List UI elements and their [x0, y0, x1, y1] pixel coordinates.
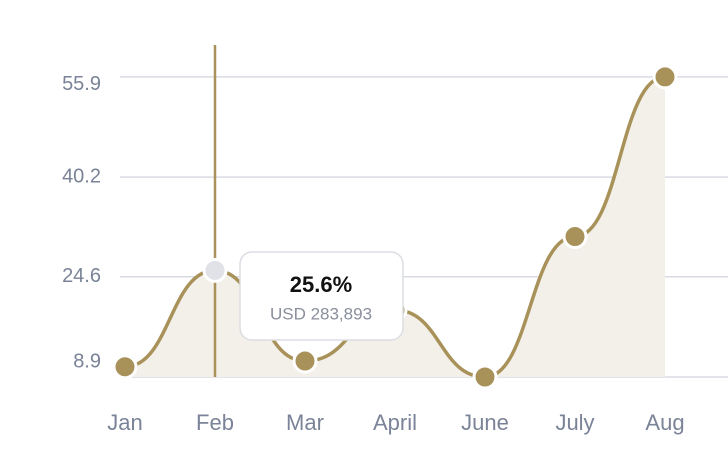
- x-tick-label: Aug: [645, 410, 684, 435]
- point: [292, 348, 318, 374]
- point: [472, 364, 498, 390]
- point: [112, 354, 138, 380]
- point: [202, 257, 228, 283]
- x-tick-label: June: [461, 410, 509, 435]
- y-tick-label: 55.9: [62, 73, 101, 95]
- x-tick-label: Mar: [286, 410, 324, 435]
- x-tick-label: Jan: [107, 410, 142, 435]
- point: [562, 224, 588, 250]
- y-tick-label: 24.6: [62, 265, 101, 287]
- tooltip-subtitle: USD 283,893: [270, 304, 372, 323]
- x-tick-label: July: [555, 410, 594, 435]
- grid: 8.9 24.6 40.2 55.9 Jan Feb Mar April June July Aug: [62, 73, 728, 435]
- y-tick-label: 8.9: [73, 350, 101, 372]
- tooltip: 25.6% USD 283,893: [239, 251, 404, 341]
- x-tick-label: Feb: [196, 410, 234, 435]
- y-tick-label: 40.2: [62, 165, 101, 187]
- point: [652, 64, 678, 90]
- tooltip-box: [239, 251, 404, 341]
- tooltip-title: 25.6%: [290, 272, 352, 297]
- x-tick-label: April: [373, 410, 417, 435]
